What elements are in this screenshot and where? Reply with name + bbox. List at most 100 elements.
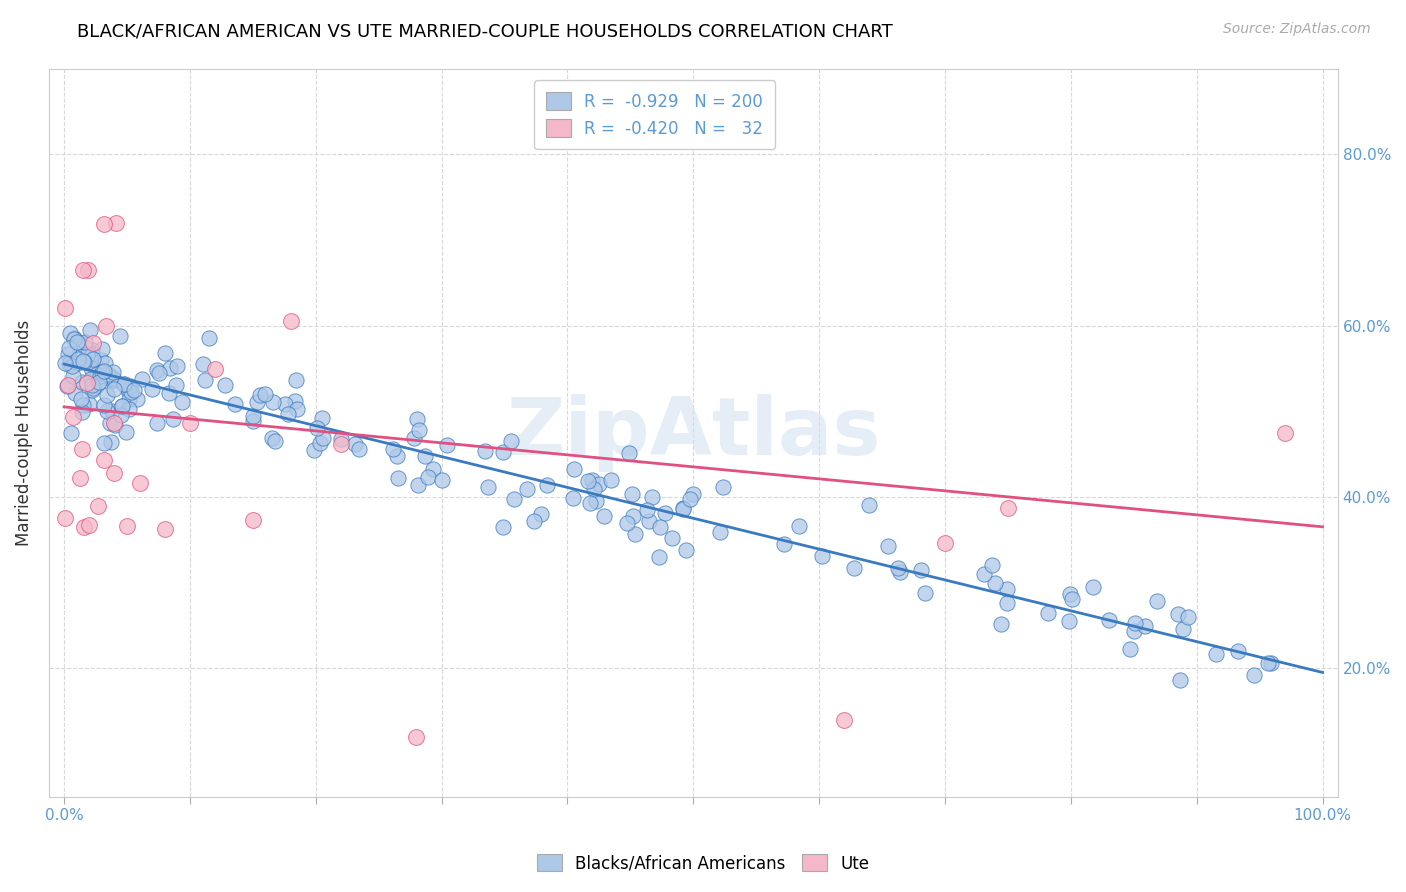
- Point: [114, 425, 136, 439]
- Point: [93, 436, 115, 450]
- Point: [811, 549, 834, 563]
- Point: [599, 473, 621, 487]
- Point: [842, 561, 865, 575]
- Point: [636, 503, 658, 517]
- Point: [1166, 607, 1188, 622]
- Point: [89, 376, 111, 390]
- Point: [98, 417, 121, 431]
- Point: [91, 365, 114, 379]
- Point: [166, 359, 188, 374]
- Point: [224, 397, 246, 411]
- Point: [72, 398, 94, 412]
- Point: [111, 399, 134, 413]
- Point: [1177, 610, 1199, 624]
- Point: [80, 372, 103, 386]
- Point: [501, 434, 523, 448]
- Point: [709, 525, 731, 540]
- Point: [67, 335, 90, 350]
- Point: [889, 565, 911, 579]
- Point: [284, 394, 307, 409]
- Point: [311, 431, 333, 445]
- Point: [654, 506, 676, 520]
- Point: [82, 381, 104, 395]
- Point: [67, 352, 90, 367]
- Point: [111, 399, 134, 413]
- Point: [260, 432, 283, 446]
- Point: [934, 536, 956, 550]
- Point: [1171, 622, 1194, 636]
- Point: [1062, 591, 1084, 606]
- Text: Source: ZipAtlas.com: Source: ZipAtlas.com: [1223, 22, 1371, 37]
- Point: [1205, 648, 1227, 662]
- Point: [87, 360, 110, 375]
- Point: [153, 522, 176, 536]
- Point: [62, 359, 84, 373]
- Point: [416, 469, 439, 483]
- Point: [242, 409, 264, 424]
- Point: [242, 414, 264, 428]
- Point: [179, 417, 201, 431]
- Point: [1083, 580, 1105, 594]
- Point: [432, 473, 454, 487]
- Point: [76, 263, 98, 277]
- Point: [285, 373, 308, 387]
- Point: [75, 340, 97, 354]
- Point: [1257, 656, 1279, 670]
- Point: [58, 357, 80, 371]
- Point: [101, 373, 124, 387]
- Text: ZipAtlas: ZipAtlas: [506, 393, 880, 472]
- Point: [910, 563, 932, 577]
- Point: [70, 376, 93, 390]
- Point: [648, 520, 671, 534]
- Point: [1168, 673, 1191, 688]
- Point: [640, 491, 662, 505]
- Point: [117, 392, 139, 407]
- Point: [530, 507, 553, 521]
- Point: [72, 354, 94, 368]
- Point: [70, 442, 93, 456]
- Point: [155, 346, 177, 360]
- Point: [103, 466, 125, 480]
- Point: [148, 366, 170, 380]
- Point: [887, 560, 910, 574]
- Point: [72, 263, 94, 277]
- Point: [262, 395, 284, 409]
- Point: [679, 491, 702, 506]
- Point: [76, 376, 98, 391]
- Point: [1059, 587, 1081, 601]
- Point: [79, 323, 101, 337]
- Point: [63, 332, 86, 346]
- Point: [162, 411, 184, 425]
- Point: [492, 520, 515, 534]
- Point: [588, 476, 610, 491]
- Point: [58, 341, 80, 355]
- Point: [103, 371, 125, 385]
- Point: [93, 453, 115, 467]
- Point: [280, 314, 302, 328]
- Point: [672, 501, 695, 516]
- Point: [581, 473, 603, 487]
- Point: [72, 405, 94, 419]
- Point: [146, 416, 169, 430]
- Point: [128, 475, 150, 490]
- Point: [55, 510, 77, 524]
- Point: [408, 423, 430, 437]
- Point: [66, 356, 89, 370]
- Point: [108, 329, 131, 343]
- Point: [242, 513, 264, 527]
- Point: [592, 508, 614, 523]
- Point: [675, 542, 697, 557]
- Point: [73, 520, 96, 534]
- Point: [477, 480, 499, 494]
- Point: [125, 392, 148, 406]
- Point: [110, 409, 132, 423]
- Point: [382, 442, 405, 456]
- Point: [620, 486, 643, 500]
- Point: [93, 363, 115, 377]
- Point: [58, 347, 80, 361]
- Point: [104, 418, 127, 433]
- Point: [75, 335, 97, 350]
- Point: [90, 353, 112, 368]
- Point: [62, 410, 84, 425]
- Point: [131, 372, 153, 386]
